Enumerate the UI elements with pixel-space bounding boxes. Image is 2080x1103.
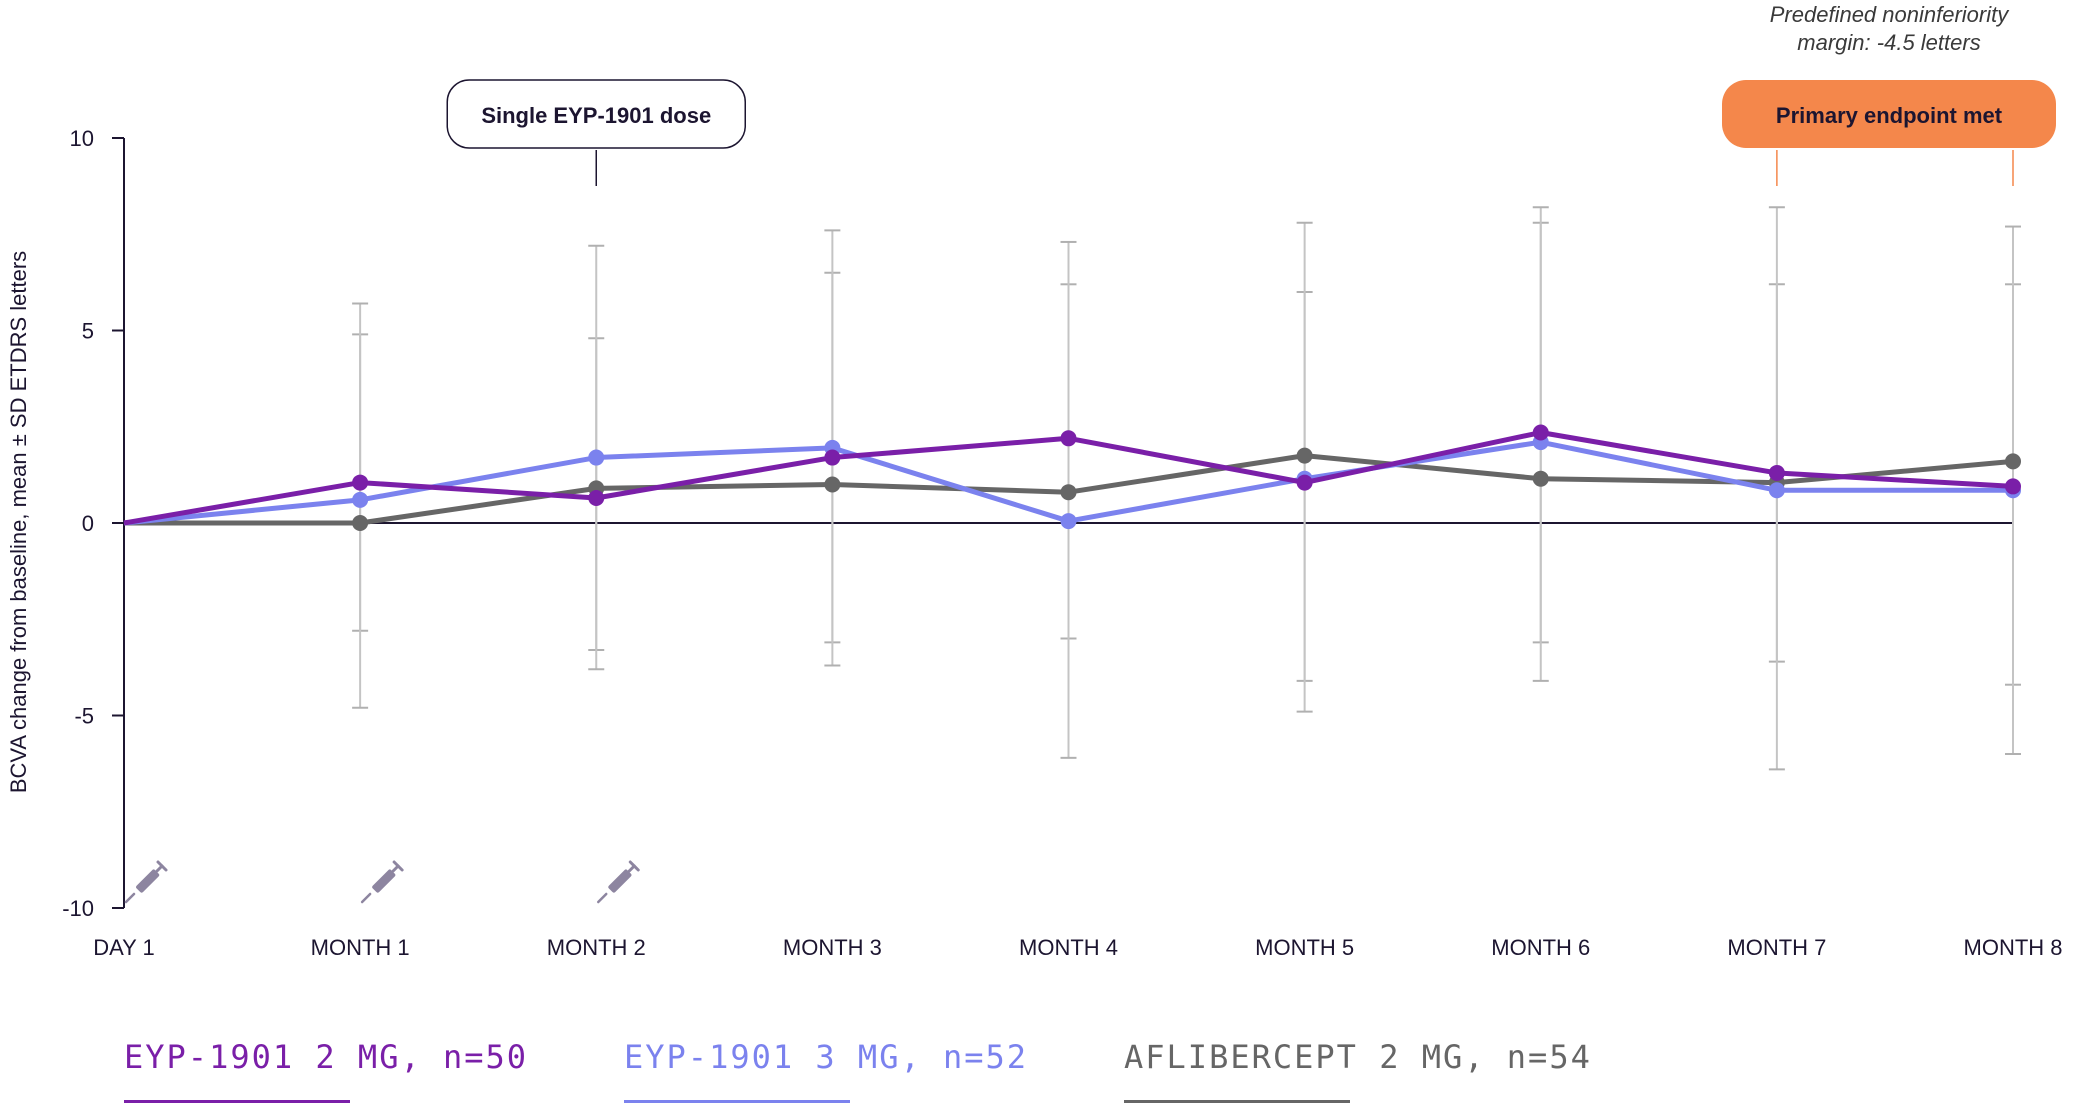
legend-swatch [1124, 1100, 1350, 1103]
data-point [352, 474, 369, 491]
data-point [1060, 513, 1077, 530]
y-axis-label: BCVA change from baseline, mean ± SD ETD… [6, 251, 31, 793]
x-tick-label: MONTH 2 [547, 935, 646, 960]
data-point [2005, 478, 2021, 495]
x-tick-label: MONTH 5 [1255, 935, 1354, 960]
endpoint-badge [1722, 80, 2056, 148]
data-point [352, 491, 369, 508]
data-point [1768, 464, 1785, 481]
injection-icons [124, 860, 640, 904]
endpoint-badge-text: Primary endpoint met [1776, 103, 2003, 128]
data-point [1532, 470, 1549, 487]
dose-callout-text: Single EYP-1901 dose [481, 103, 711, 128]
margin-note-line2: margin: -4.5 letters [1797, 30, 1980, 55]
data-point [1296, 447, 1313, 464]
syringe-icon [596, 860, 640, 904]
x-tick-label: MONTH 6 [1491, 935, 1590, 960]
dose-callout: Single EYP-1901 dose [446, 79, 746, 186]
data-point [2005, 453, 2021, 470]
endpoint-callout: Predefined noninferiority margin: -4.5 l… [1722, 2, 2056, 186]
data-point [824, 449, 841, 466]
x-tick-label: MONTH 4 [1019, 935, 1118, 960]
data-point [824, 476, 841, 493]
data-point [1768, 482, 1785, 499]
data-point [352, 515, 369, 531]
legend-swatch [124, 1100, 350, 1103]
data-point [1060, 484, 1077, 501]
legend-label: EYP-1901 2 MG, n=50 [124, 1038, 528, 1076]
x-tick-label: MONTH 7 [1727, 935, 1826, 960]
data-point [588, 489, 605, 506]
x-tick-label: MONTH 8 [1964, 935, 2063, 960]
legend: EYP-1901 2 MG, n=50 EYP-1901 3 MG, n=52 AF… [124, 1038, 1592, 1103]
y-tick-group: 10 5 0 -5 -10 [62, 126, 124, 921]
x-tick-label: MONTH 3 [783, 935, 882, 960]
data-point [588, 449, 605, 466]
series-layer [123, 424, 2021, 531]
data-point [1532, 424, 1549, 441]
legend-label: EYP-1901 3 MG, n=52 [624, 1038, 1028, 1076]
x-tick-label: MONTH 1 [311, 935, 410, 960]
data-point [1060, 430, 1077, 447]
x-tick-group: DAY 1 MONTH 1 MONTH 2 MONTH 3 MONTH 4 MONTH 5… [93, 935, 2062, 960]
y-tick-label: -5 [74, 704, 94, 729]
legend-swatch [624, 1100, 850, 1103]
x-tick-label: DAY 1 [93, 935, 155, 960]
syringe-icon [124, 860, 168, 904]
y-tick-label: 10 [70, 126, 94, 151]
y-tick-label: -10 [62, 896, 94, 921]
legend-label: AFLIBERCEPT 2 MG, n=54 [1124, 1038, 1592, 1076]
syringe-icon [360, 860, 404, 904]
y-tick-label: 0 [82, 511, 94, 536]
margin-note-line1: Predefined noninferiority [1770, 2, 2010, 27]
data-point [1296, 474, 1313, 491]
y-tick-label: 5 [82, 319, 94, 344]
